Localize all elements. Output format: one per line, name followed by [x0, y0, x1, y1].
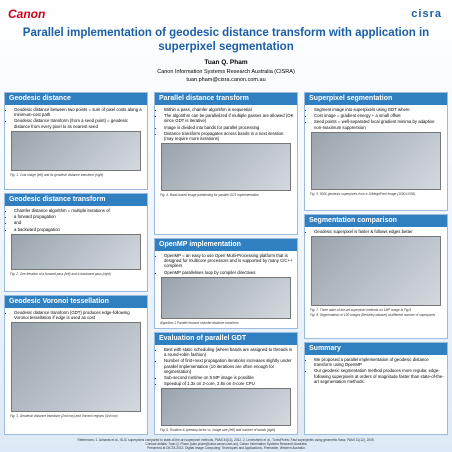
section: Superpixel segmentation Segment image int… [304, 92, 448, 211]
contact: Contact details: Tuan Q. Pham (tuan.pham… [145, 442, 307, 447]
section: OpenMP implementation OpenMP = an easy to… [154, 238, 298, 329]
bullet: a backward propagation [14, 227, 144, 232]
title: Parallel implementation of geodesic dist… [22, 27, 430, 53]
caption: Fig. 7. Three state-of-the-art superpixe… [310, 308, 412, 313]
bullet-list: We proposed a parallel implementation of… [314, 357, 444, 384]
section-heading: Superpixel segmentation [305, 93, 447, 105]
bullet: OpenMP parallelises loop by compiler dir… [164, 270, 294, 275]
section: Geodesic Voronoi tessellation Geodesic di… [4, 295, 148, 435]
bullet-list: Chamfer distance algorithm = multiple it… [14, 208, 144, 232]
presented: Presented at DICTA 2012: Digital Image C… [147, 446, 305, 451]
section: Geodesic distance transform Chamfer dista… [4, 193, 148, 292]
caption: Fig. 8. Segmentation of 100 images (Berk… [310, 313, 436, 318]
section: Summary We proposed a parallel implementa… [304, 342, 448, 435]
bullet: Geodesic distance transform (GDT) produc… [14, 310, 144, 320]
bullet: Geodesic distance transform (from a seed… [14, 118, 144, 128]
bullet-list: Within a pass, chamfer algorithm is sequ… [164, 107, 294, 141]
footer: References: 1. Achanta et al., SLIC supe… [6, 438, 446, 451]
bullet: Distance transform propagates across ban… [164, 131, 294, 141]
affiliation: Canon Information Systems Research Austr… [157, 69, 295, 75]
caption: Algorithm 1 Parallel forward chamfer dis… [160, 320, 239, 325]
caption: Fig. 3. Geodesic distance transform (2nd… [10, 414, 118, 419]
caption: Fig. 4. Band-based image partitioning fo… [160, 193, 259, 198]
section: Parallel distance transform Within a pass… [154, 92, 298, 235]
caption: Fig. 1. Cost image (left) and its geodes… [10, 172, 104, 177]
figure [161, 388, 291, 427]
section-heading: Geodesic distance [5, 93, 147, 105]
section-heading: Geodesic Voronoi tessellation [5, 296, 147, 308]
section-heading: Segmentation comparison [305, 215, 447, 227]
logo-canon: Canon [8, 7, 46, 21]
caption: Fig. 5. 5000 geodesic superpixels from a… [310, 191, 416, 196]
section-heading: OpenMP implementation [155, 239, 297, 251]
bullet: Image is divided into bands for parallel… [164, 125, 294, 130]
bullet-list: Geodesic superpixel is faster & follows … [314, 229, 444, 234]
section-heading: Geodesic distance transform [5, 194, 147, 206]
figure [161, 143, 291, 192]
bullet: Our geodesic segmentation method produce… [314, 368, 444, 384]
bullet-list: OpenMP = an easy to use Open Multi-Proce… [164, 253, 294, 275]
bullet: Sub-second runtime on 5 MP image is poss… [164, 375, 294, 380]
figure [11, 322, 141, 413]
email: tuan.pham@cisra.canon.com.au [186, 77, 266, 83]
caption: Fig. 6. Runtime & speedup factor vs. ima… [160, 428, 276, 433]
bullet-list: Best with static scheduling (where bands… [164, 347, 294, 386]
section: Evaluation of parallel GDT Best with stat… [154, 332, 298, 435]
bullet: The algorithm can be parallelized if mul… [164, 113, 294, 123]
references: References: 1. Achanta et al., SLIC supe… [77, 438, 375, 442]
bullet: Chamfer distance algorithm = multiple it… [14, 208, 144, 213]
logo-cisra: cisra [411, 8, 442, 20]
section-heading: Summary [305, 343, 447, 355]
figure [11, 130, 141, 171]
bullet: Cost image = gradient energy + a small o… [314, 113, 444, 118]
figure [311, 131, 441, 190]
bullet: and [14, 220, 144, 225]
bullet: Speedup of 1.3x on 2-core, 2.8x on 4-cor… [164, 381, 294, 386]
bullet: Number of first+next propagation iterati… [164, 358, 294, 374]
bullet: Seed points = well-separated local gradi… [314, 119, 444, 129]
bullet: We proposed a parallel implementation of… [314, 357, 444, 367]
caption: Fig. 2. One iteration of a forward pass … [10, 271, 111, 276]
figure [311, 236, 441, 307]
section: Geodesic distance Geodesic distance betwe… [4, 92, 148, 190]
bullet: a forward propagation [14, 214, 144, 219]
bullet: Geodesic distance between two points = s… [14, 107, 144, 117]
bullet-list: Geodesic distance transform (GDT) produc… [14, 310, 144, 320]
figure [11, 233, 141, 270]
bullet: Geodesic superpixel is faster & follows … [314, 229, 444, 234]
section-heading: Parallel distance transform [155, 93, 297, 105]
bullet-list: Geodesic distance between two points = s… [14, 107, 144, 129]
author: Tuan Q. Pham [204, 59, 248, 66]
bullet-list: Segment image into superpixels using GDT… [314, 107, 444, 130]
bullet: Within a pass, chamfer algorithm is sequ… [164, 107, 294, 112]
section: Segmentation comparison Geodesic superpix… [304, 214, 448, 339]
section-heading: Evaluation of parallel GDT [155, 333, 297, 345]
bullet: OpenMP = an easy to use Open Multi-Proce… [164, 253, 294, 269]
figure [161, 276, 291, 319]
bullet: Best with static scheduling (where bands… [164, 347, 294, 357]
bullet: Segment image into superpixels using GDT… [314, 107, 444, 112]
